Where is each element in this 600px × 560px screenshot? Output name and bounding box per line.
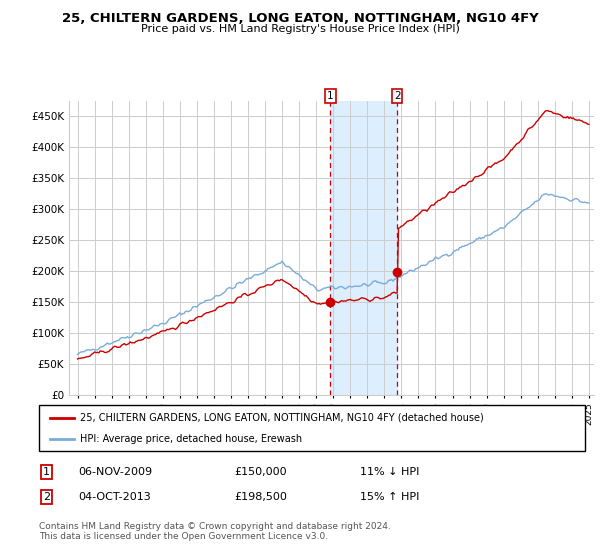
Text: 2: 2 [43, 492, 50, 502]
Text: 1: 1 [327, 91, 334, 101]
Text: Contains HM Land Registry data © Crown copyright and database right 2024.
This d: Contains HM Land Registry data © Crown c… [39, 522, 391, 542]
Text: HPI: Average price, detached house, Erewash: HPI: Average price, detached house, Erew… [80, 435, 302, 444]
Text: 2: 2 [394, 91, 400, 101]
Text: 06-NOV-2009: 06-NOV-2009 [78, 466, 152, 477]
Text: 15% ↑ HPI: 15% ↑ HPI [360, 492, 419, 502]
Text: 25, CHILTERN GARDENS, LONG EATON, NOTTINGHAM, NG10 4FY: 25, CHILTERN GARDENS, LONG EATON, NOTTIN… [62, 12, 538, 25]
Text: £150,000: £150,000 [234, 466, 287, 477]
Text: 25, CHILTERN GARDENS, LONG EATON, NOTTINGHAM, NG10 4FY (detached house): 25, CHILTERN GARDENS, LONG EATON, NOTTIN… [80, 413, 484, 423]
Text: 04-OCT-2013: 04-OCT-2013 [78, 492, 151, 502]
Bar [331, 101, 397, 395]
Text: 1: 1 [43, 466, 50, 477]
Text: 11% ↓ HPI: 11% ↓ HPI [360, 466, 419, 477]
Text: £198,500: £198,500 [234, 492, 287, 502]
Text: Price paid vs. HM Land Registry's House Price Index (HPI): Price paid vs. HM Land Registry's House … [140, 24, 460, 34]
